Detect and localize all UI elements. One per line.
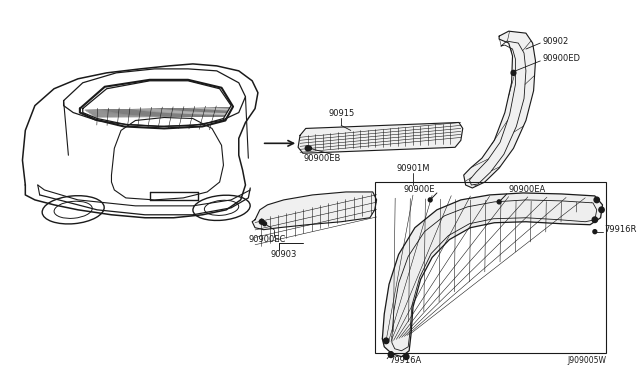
Circle shape <box>593 230 596 234</box>
Circle shape <box>511 70 516 76</box>
Circle shape <box>308 146 312 150</box>
Circle shape <box>259 219 264 224</box>
Text: 90900EB: 90900EB <box>303 154 340 163</box>
Text: 90900EC: 90900EC <box>249 235 286 244</box>
Text: 90900EA: 90900EA <box>509 186 546 195</box>
Text: J909005W: J909005W <box>567 356 606 365</box>
Polygon shape <box>382 193 602 357</box>
Circle shape <box>262 222 266 226</box>
Circle shape <box>305 146 310 151</box>
Text: 90901M: 90901M <box>396 164 429 173</box>
Polygon shape <box>252 192 376 230</box>
Circle shape <box>599 207 604 213</box>
Text: 90902: 90902 <box>542 36 568 46</box>
Polygon shape <box>464 31 536 188</box>
Circle shape <box>388 352 394 357</box>
Text: 90903: 90903 <box>271 250 297 259</box>
Polygon shape <box>298 122 463 153</box>
Circle shape <box>592 217 598 222</box>
Circle shape <box>404 354 409 359</box>
Circle shape <box>389 352 393 356</box>
Circle shape <box>594 197 600 203</box>
Circle shape <box>428 198 432 202</box>
Text: 79916R: 79916R <box>604 225 637 234</box>
Text: 90900E: 90900E <box>403 186 435 195</box>
Circle shape <box>497 200 501 204</box>
Circle shape <box>383 338 389 344</box>
Text: 90915: 90915 <box>328 109 355 118</box>
Bar <box>374 182 606 353</box>
Text: 79916A: 79916A <box>389 356 421 365</box>
Text: 90900ED: 90900ED <box>542 54 580 64</box>
